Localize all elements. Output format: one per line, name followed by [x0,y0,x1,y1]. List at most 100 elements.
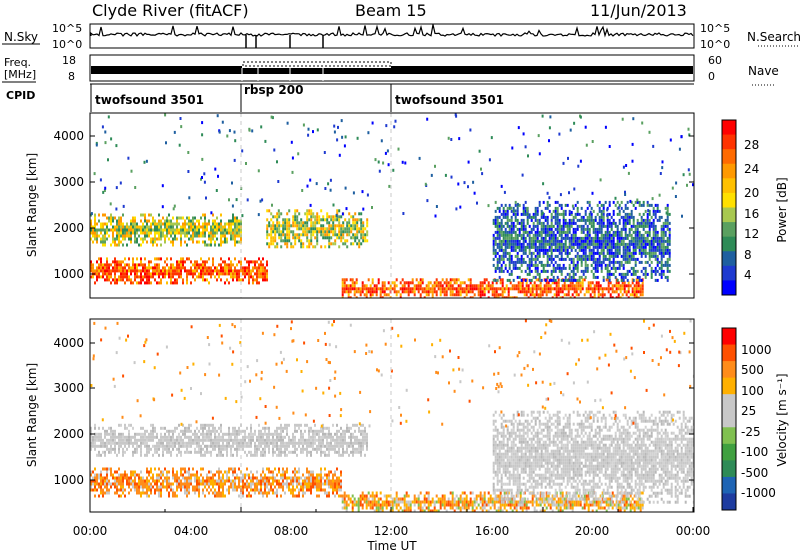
power-cell [306,230,309,234]
power-cell [539,287,542,291]
power-cell [154,234,156,238]
velocity-cell [106,488,108,492]
velocity-cell [280,444,282,448]
velocity-cell [156,435,158,439]
velocity-cell [106,479,108,483]
power-cell [148,269,150,273]
power-cell [564,218,567,222]
velocity-cell [272,435,274,439]
velocity-cell [266,426,268,430]
power-cell [284,221,287,225]
power-scatter [259,199,262,203]
power-cell [658,272,661,276]
power-cell [455,281,458,285]
power-cell [391,281,394,285]
velocity-cell [202,438,204,442]
power-cell [564,248,567,252]
power-cell [202,225,204,229]
power-cell [366,218,369,222]
velocity-cell [100,482,102,486]
power-cell [108,278,110,282]
power-cell [421,290,424,294]
power-cell [455,290,458,294]
velocity-cell [328,435,330,439]
power-cell [547,284,550,288]
power-cell [202,234,204,238]
power-cell [360,224,363,228]
power-cell [546,215,549,219]
velocity-cell [288,423,290,427]
velocity-cell [300,435,302,439]
power-scatter [324,187,327,190]
power-cell [552,236,555,240]
power-cell [532,215,535,219]
power-cell [630,227,633,231]
power-cell [403,290,406,294]
power-cell [604,263,607,267]
power-cell [611,284,614,288]
power-cell [639,290,642,294]
velocity-cell [118,467,120,471]
power-cell [592,236,595,240]
power-scatter [541,114,544,118]
velocity-cell [332,435,334,439]
power-cell [367,278,370,282]
power-cell [541,290,544,294]
velocity-cell [118,438,120,442]
power-scatter [165,141,167,145]
power-cell [144,275,146,279]
power-cell [654,209,657,213]
power-cell [94,225,96,229]
power-cell [230,222,232,226]
power-cell [572,236,575,240]
power-cell [564,278,567,282]
power-scatter [104,186,107,190]
power-cell [608,212,611,216]
power-cell [222,240,224,244]
power-cell [668,236,671,240]
velocity-cell [106,438,108,442]
velocity-cell [170,450,172,454]
power-cell [545,287,548,291]
power-cell [216,216,218,220]
velocity-cell [268,432,270,436]
power-cell [537,284,540,288]
power-cell [176,231,178,235]
power-cell [268,245,271,249]
power-cell [622,224,625,228]
power-cell [550,239,553,243]
power-cell [346,239,349,243]
power-cell [568,251,571,255]
power-cell [443,293,446,297]
power-cell [656,230,659,234]
power-cell [222,225,224,229]
power-cell [648,239,651,243]
power-cell [570,239,573,243]
power-cell [598,260,601,264]
velocity-cell [148,432,150,436]
power-cell [200,272,202,276]
velocity-cell [184,432,186,436]
velocity-cell [226,453,228,457]
power-cell [168,225,170,229]
power-cell [152,219,154,223]
power-cell [124,269,126,273]
velocity-cell [280,447,282,451]
power-cell [138,243,140,247]
power-cell [666,227,669,231]
power-cell [640,203,643,207]
power-cell [338,224,341,228]
power-cell [238,260,240,264]
power-cell [641,284,644,288]
velocity-cell [186,444,188,448]
power-cell [584,233,587,237]
power-cell [296,224,299,228]
power-cell [499,278,502,282]
power-cell [118,275,120,279]
power-cell [544,236,547,240]
power-cell [332,218,335,222]
power-cell [634,200,637,204]
power-cell [646,233,649,237]
power-cell [648,209,651,213]
power-cell [536,227,539,231]
